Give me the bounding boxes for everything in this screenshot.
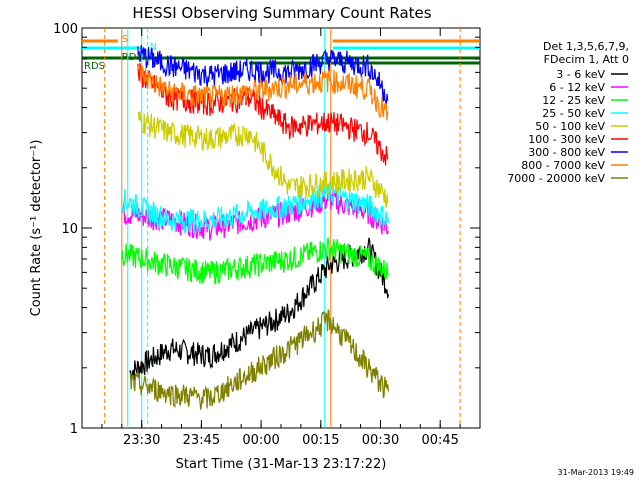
legend-label: 25 - 50 keV — [542, 107, 605, 120]
chart-title: HESSI Observing Summary Count Rates — [132, 4, 431, 22]
x-tick-label: 00:30 — [362, 433, 399, 448]
series-line — [137, 44, 389, 107]
legend-header: FDecim 1, Att 0 — [544, 53, 629, 66]
y-axis-ticks: 1 10 100 — [53, 22, 480, 437]
series-line — [137, 63, 389, 121]
series-line — [121, 237, 389, 285]
chart-legend: Det 1,3,5,6,7,9,FDecim 1, Att 0 3 - 6 keV… — [507, 40, 629, 185]
series-line — [121, 181, 389, 234]
legend-label: 50 - 100 keV — [535, 120, 605, 133]
legend-label: 3 - 6 keV — [556, 68, 605, 81]
x-tick-label: 00:15 — [302, 433, 339, 448]
legend-header: Det 1,3,5,6,7,9, — [543, 40, 629, 53]
x-tick-label: 00:00 — [242, 433, 279, 448]
y-axis-label: Count Rate (s⁻¹ detector⁻¹) — [29, 140, 44, 317]
legend-label: 7000 - 20000 keV — [507, 172, 605, 185]
legend-label: 800 - 7000 keV — [521, 159, 605, 172]
flag-label: RDM — [122, 52, 145, 63]
legend-label: 300 - 800 keV — [528, 146, 605, 159]
series-line — [137, 111, 389, 208]
x-tick-label: 23:30 — [123, 433, 160, 448]
legend-label: 12 - 25 keV — [542, 94, 605, 107]
x-axis-label: Start Time (31-Mar-13 23:17:22) — [176, 457, 387, 472]
footer-date: 31-Mar-2013 19:49 — [558, 468, 635, 477]
series-line — [129, 309, 389, 410]
legend-label: 100 - 300 keV — [528, 133, 605, 146]
x-axis-ticks: 23:30 23:45 00:00 00:15 00:30 00:45 — [101, 28, 461, 448]
series-line — [129, 237, 389, 382]
x-tick-label: 23:45 — [183, 433, 220, 448]
y-tick-label: 1 — [70, 422, 78, 437]
flag-label: S — [122, 34, 128, 45]
y-tick-label: 10 — [61, 222, 78, 237]
flag-label: RDS — [84, 61, 105, 72]
legend-label: 6 - 12 keV — [549, 81, 605, 94]
time-markers — [104, 28, 461, 428]
x-tick-label: 00:45 — [421, 433, 458, 448]
series-line — [121, 189, 389, 241]
y-tick-label: 100 — [53, 22, 78, 37]
flag-label: N — [150, 42, 157, 53]
series-layer — [121, 44, 389, 410]
